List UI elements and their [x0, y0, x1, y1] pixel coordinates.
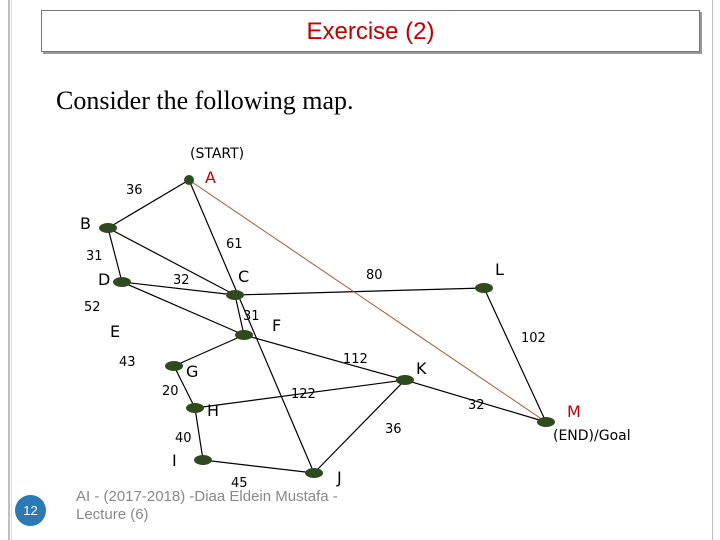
edge-l-m [483, 287, 547, 423]
goal-label: (END)/Goal [553, 428, 631, 444]
edge-a-b [107, 179, 190, 229]
node-label-l: L [495, 260, 504, 279]
edge-cost-h-k: 122 [291, 387, 316, 402]
slide-left-border-inner [11, 0, 12, 540]
edge-g-h [173, 365, 196, 409]
edge-cost-d-c: 32 [173, 273, 190, 288]
edge-b-d [107, 227, 123, 283]
edge-cost-c-e: 31 [243, 309, 260, 324]
node-label-m: M [567, 402, 581, 421]
node-e [235, 330, 253, 340]
node-label-g: G [186, 362, 198, 381]
edge-cost-j-k: 36 [385, 422, 402, 437]
slide-right-border [712, 0, 713, 540]
edge-cost-i-j: 45 [231, 476, 248, 491]
edge-e-g [173, 334, 245, 367]
node-j [305, 468, 323, 478]
slide-title: Exercise (2) [306, 18, 435, 45]
edge-c-e [234, 294, 245, 336]
edge-cost-g-h: 20 [162, 384, 179, 399]
edge-cost-b-d: 31 [86, 249, 103, 264]
node-l [475, 283, 493, 293]
node-label-d: D [98, 270, 110, 289]
map-labels: 36 61 31 32 52 31 80 43 112 102 20 122 40 45 36 32 A B C D E… [80, 146, 631, 491]
node-label-j: J [336, 468, 342, 487]
edge-h-k [194, 379, 406, 409]
edge-a-m [188, 179, 547, 423]
edge-k-m [404, 379, 547, 423]
edge-cost-b-c: 61 [226, 237, 243, 252]
node-label-e: E [110, 322, 120, 341]
edge-c-l [234, 287, 485, 296]
edge-cost-l-m: 102 [521, 331, 546, 346]
edge-a-j [188, 179, 315, 474]
edge-h-i [194, 407, 204, 461]
edge-b-c [107, 227, 236, 296]
node-b [99, 223, 117, 233]
edge-cost-d-e: 52 [84, 300, 101, 315]
edge-e-k [243, 334, 406, 381]
edge-cost-k-m: 32 [468, 398, 485, 413]
node-c [226, 290, 244, 300]
node-label-a: A [205, 168, 216, 187]
node-g [165, 361, 183, 371]
node-i [194, 455, 212, 465]
edge-cost-h-i: 40 [175, 431, 192, 446]
node-label-f: F [272, 316, 281, 335]
map-edges [107, 179, 547, 474]
node-m [537, 417, 555, 427]
node-label-c: C [238, 267, 249, 286]
node-h [186, 403, 204, 413]
node-a [184, 175, 194, 185]
start-label: (START) [190, 146, 244, 162]
edge-i-j [202, 459, 315, 474]
slide-left-border [8, 0, 10, 540]
edge-d-c [121, 281, 236, 296]
edge-cost-a-b: 36 [126, 183, 143, 198]
edge-cost-c-l: 80 [366, 268, 383, 283]
page-number-badge: 12 [15, 495, 46, 526]
map-nodes [99, 175, 555, 478]
slide-subtitle: Consider the following map. [56, 86, 354, 115]
edge-cost-e-g: 43 [119, 355, 136, 370]
node-d [113, 277, 131, 287]
node-label-k: K [416, 359, 427, 378]
node-label-b: B [80, 214, 91, 233]
edge-cost-e-k: 112 [343, 352, 368, 367]
node-k [396, 375, 414, 385]
edge-d-e [121, 281, 245, 336]
node-label-h: H [207, 401, 219, 420]
slide-footer: AI - (2017-2018) -Diaa Eldein Mustafa - … [76, 488, 338, 523]
edge-j-k [313, 379, 406, 474]
node-label-i: I [172, 451, 177, 470]
title-box: Exercise (2) [41, 10, 700, 52]
